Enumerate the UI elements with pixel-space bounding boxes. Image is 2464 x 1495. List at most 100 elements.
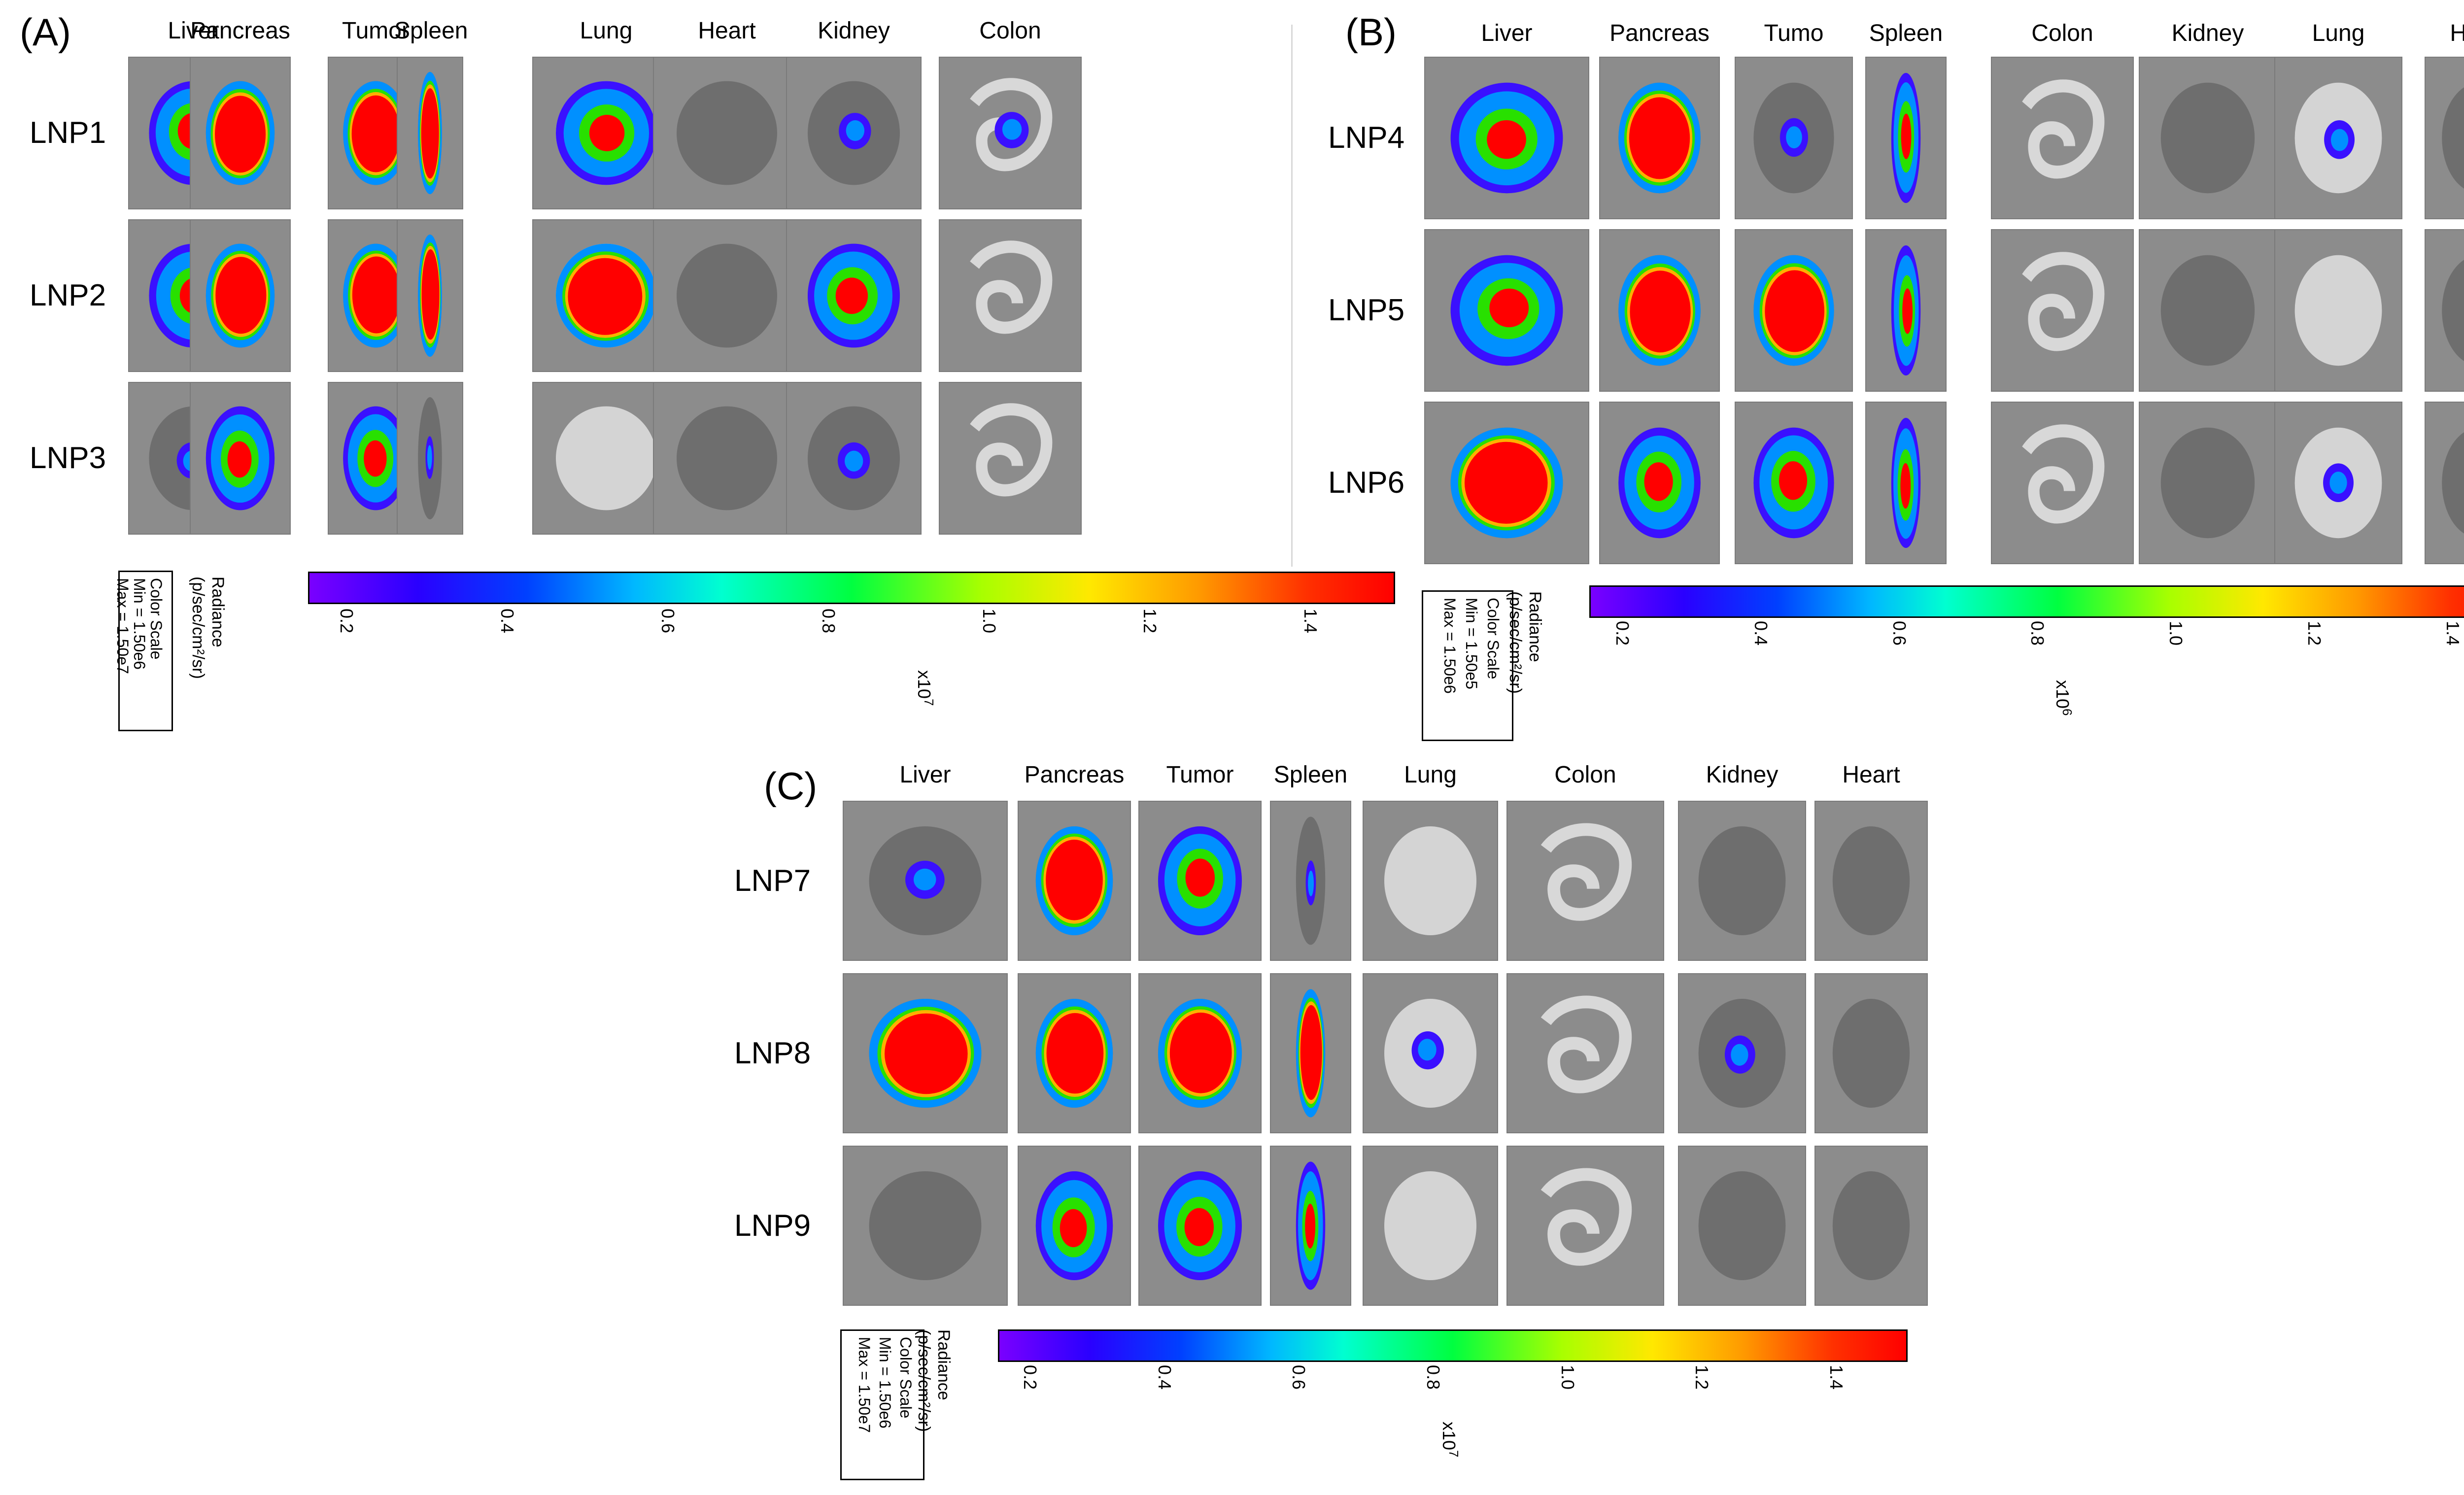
color-scale-max: Max = 1.50e7 [856,1337,873,1433]
column-header: Spleen [394,18,468,44]
column-header: Liver [1481,20,1533,46]
tissue-shape [677,81,777,185]
organ-image-heart [2425,229,2464,392]
organ-image-colon [1991,402,2134,564]
tissue-shape [1698,826,1786,935]
column-header: Kidney [1706,762,1779,788]
colorbar-tick: 0.4 [1750,621,1771,646]
panel-label: (A) [20,10,71,54]
organ-image-colon [1991,229,2134,392]
colorbar-tick: 1.2 [1692,1365,1712,1390]
organ-image-kidney [2139,57,2277,219]
signal-region [215,257,267,334]
organ-image-colon [939,219,1082,372]
signal-region [1305,1203,1316,1249]
panel-a: (A) Liver Pancreas Tumor Spleen Lung Heart Kid… [0,0,1395,739]
row-header: LNP7 [734,863,811,898]
signal-region [1786,126,1802,149]
organ-image-heart [1814,801,1928,961]
signal-region [589,115,625,151]
organ-image-liver [1424,402,1589,564]
color-scale-box: Color Scale Min = 1.50e5 Max = 1.50e6 [1422,590,1513,741]
color-scale-title: Color Scale [897,1337,915,1419]
signal-region [1169,1013,1232,1093]
colorbar-tick: 0.2 [1612,621,1633,646]
organ-image-heart [2425,402,2464,564]
radiance-label: Radiance [934,1329,953,1400]
column-header: Lung [580,18,633,44]
organ-image-kidney [786,382,922,535]
organ-image-pancreas [1018,801,1131,961]
organ-image-colon [1506,801,1664,961]
column-header: Pancreas [1609,20,1710,46]
panel-label: (B) [1345,10,1397,54]
signal-region [227,441,252,478]
column-header: Heart [2450,20,2464,46]
signal-region [1308,870,1314,896]
signal-region [1464,442,1548,524]
column-header: Kidney [818,18,890,44]
organ-image-spleen [1270,1146,1351,1306]
colorbar-tick: 0.2 [337,609,357,634]
tissue-shape [677,243,777,348]
organ-image-heart [653,219,801,372]
organ-image-spleen [1865,229,1947,392]
organ-image-colon [939,57,1082,209]
color-scale-title: Color Scale [1484,598,1502,680]
tissue-shape [1698,1171,1786,1280]
tissue-shape [2022,252,2105,351]
row-header: LNP4 [1328,121,1405,155]
signal-region [885,1013,968,1094]
signal-region [835,277,868,314]
signal-region [1731,1044,1748,1066]
colorbar-gradient [308,572,1395,604]
colorbar-tick: 1.4 [1826,1365,1847,1390]
signal-region [2330,129,2349,151]
organ-image-pancreas [190,57,291,209]
colorbar-tick: 1.2 [1140,609,1161,634]
column-header: Lung [1404,762,1457,788]
organ-image-pancreas [190,382,291,535]
signal-region [421,249,440,340]
colorbar-tick: 0.6 [658,609,679,634]
colorbar-tick: 1.0 [2166,621,2187,646]
signal-region [2329,472,2347,494]
signal-region [1489,288,1529,328]
organ-image-lung [2274,229,2402,392]
organ-image-pancreas [190,219,291,372]
colorbar-tick: 0.4 [1154,1365,1175,1390]
organ-image-liver [1424,57,1589,219]
color-scale-max: Max = 1.50e6 [1441,598,1459,694]
column-header: Colon [1554,762,1616,788]
signal-region [1900,463,1911,509]
organ-image-lung [2274,402,2402,564]
organ-image-kidney [1678,801,1806,961]
organ-image-liver [1424,229,1589,392]
signal-region [1765,270,1825,352]
tissue-shape [2442,87,2464,189]
column-header: Spleen [1869,20,1943,46]
organ-image-pancreas [1599,57,1720,219]
colorbar-tick: 0.8 [2027,621,2048,646]
panel-label: (C) [764,764,818,808]
row-header: LNP9 [734,1208,811,1243]
organ-image-spleen [1865,57,1947,219]
tissue-shape [1384,826,1476,935]
signal-region [568,258,643,335]
colorbar-tick: 0.8 [1423,1365,1443,1390]
organ-image-spleen [397,219,463,372]
organ-image-spleen [1270,973,1351,1133]
tissue-shape [1540,823,1632,921]
color-scale-min: Min = 1.50e6 [876,1337,894,1428]
organ-image-colon [1506,973,1664,1133]
tissue-shape [2160,255,2255,366]
organ-image-heart [653,57,801,209]
radiance-label: Radiance [1526,591,1544,662]
column-header: Heart [1842,762,1900,788]
organ-image-kidney [1678,1146,1806,1306]
signal-region [427,445,432,470]
tissue-shape [1832,826,1910,935]
organ-image-liver [843,1146,1008,1306]
column-header: Lung [2312,20,2365,46]
colorbar-gradient [1589,585,2464,618]
